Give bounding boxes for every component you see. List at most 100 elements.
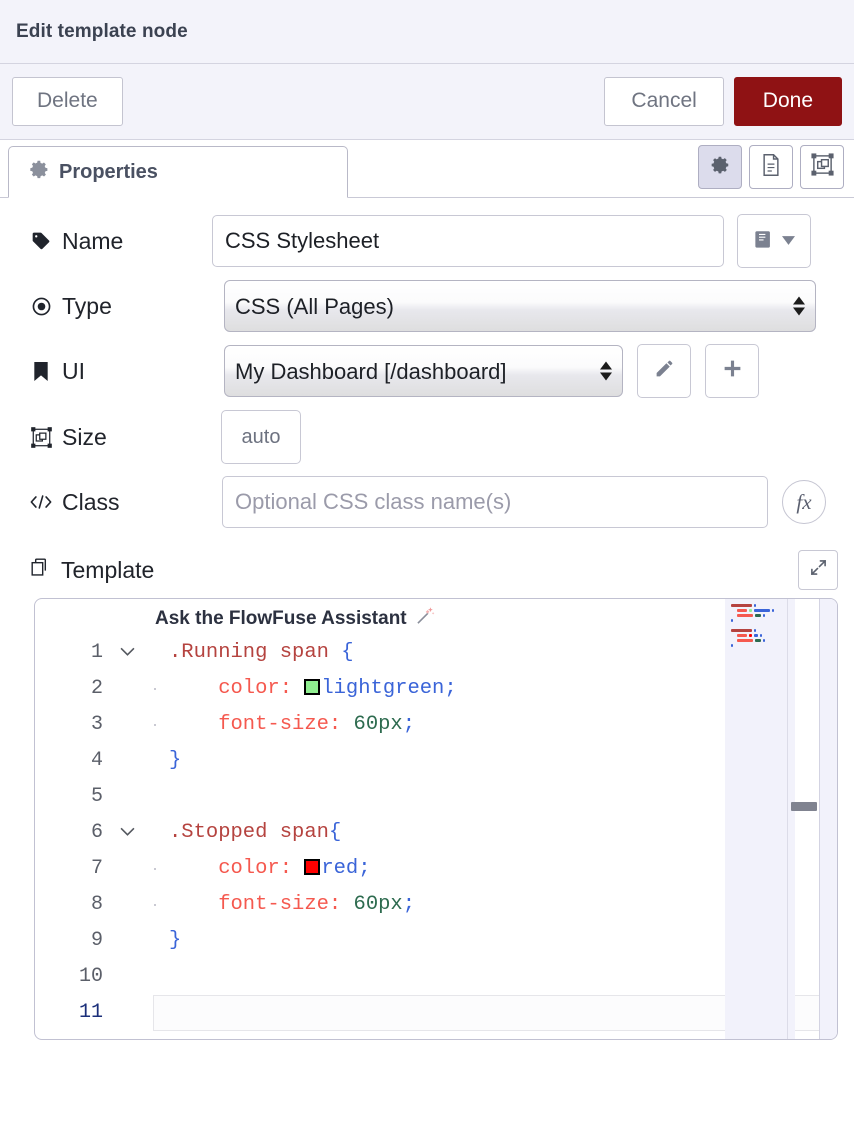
add-ui-button[interactable]	[705, 344, 759, 398]
code-line[interactable]: 1 .Running span {	[35, 635, 837, 671]
minimap-token	[753, 604, 756, 607]
form-row-class: Class fx	[16, 476, 838, 528]
expand-editor-button[interactable]	[798, 550, 838, 590]
minimap-token	[748, 609, 752, 612]
properties-form: Name Type CSS	[0, 198, 854, 528]
code-line[interactable]: 2 color: lightgreen;	[35, 671, 837, 707]
code-brackets-icon	[30, 491, 52, 513]
code-line[interactable]: 8 font-size: 60px;	[35, 887, 837, 923]
chevron-down-icon[interactable]	[113, 815, 141, 851]
code-line[interactable]: 7 color: red;	[35, 851, 837, 887]
chevron-down-icon[interactable]	[113, 635, 141, 671]
editor-minimap[interactable]	[725, 599, 795, 1039]
size-label: Size	[16, 424, 212, 451]
edit-ui-button[interactable]	[637, 344, 691, 398]
editor-scroll-thumb[interactable]	[791, 802, 817, 811]
code-lines[interactable]: 1 .Running span {2 color: lightgreen; 3 fo…	[35, 599, 837, 1039]
line-number: 8	[90, 893, 103, 916]
minimap-token	[771, 609, 774, 612]
flowfuse-assistant-prompt[interactable]: Ask the FlowFuse Assistant	[155, 605, 435, 632]
type-label-text: Type	[62, 292, 112, 319]
appearance-icon	[810, 153, 834, 181]
code-line[interactable]: 11	[35, 995, 837, 1031]
code-line[interactable]: 4}	[35, 743, 837, 779]
template-label: Template	[30, 557, 154, 584]
tag-icon	[30, 230, 52, 252]
cancel-button[interactable]: Cancel	[604, 77, 724, 126]
radio-dot-icon	[30, 295, 52, 317]
document-icon	[760, 153, 782, 182]
minimap-token	[753, 634, 759, 637]
tool-button-appearance[interactable]	[800, 145, 844, 189]
minimap-token	[737, 639, 753, 642]
page-title: Edit template node	[16, 20, 188, 42]
book-icon	[753, 229, 775, 254]
code-line[interactable]: 6 .Stopped span{	[35, 815, 837, 851]
minimap-token	[737, 614, 753, 617]
line-number: 11	[78, 1001, 103, 1024]
size-value-button[interactable]: auto	[221, 410, 301, 464]
class-label: Class	[16, 489, 212, 516]
code-line[interactable]: 9}	[35, 923, 837, 959]
ui-label: UI	[16, 358, 212, 385]
minimap-line	[725, 633, 795, 638]
code-line[interactable]: 5	[35, 779, 837, 815]
chevron-down-icon	[782, 232, 795, 250]
class-expression-button[interactable]: fx	[782, 480, 826, 524]
form-row-name: Name	[16, 214, 838, 268]
class-input[interactable]	[222, 476, 768, 528]
line-number: 7	[90, 857, 103, 880]
minimap-token	[731, 644, 733, 647]
minimap-line	[725, 628, 795, 633]
copy-icon	[30, 557, 51, 584]
dialog-button-bar: Delete Cancel Done	[0, 64, 854, 140]
minimap-slider[interactable]	[787, 599, 795, 1039]
magic-wand-icon	[414, 605, 435, 632]
line-number: 9	[90, 929, 103, 952]
minimap-token	[755, 639, 762, 642]
minimap-line	[725, 603, 795, 608]
color-swatch-icon[interactable]	[304, 859, 321, 875]
pencil-icon	[654, 358, 675, 384]
size-label-text: Size	[62, 423, 107, 450]
code-line[interactable]: 3 font-size: 60px;	[35, 707, 837, 743]
minimap-token	[731, 629, 752, 632]
bookmark-icon	[30, 360, 52, 382]
line-number: 6	[90, 821, 103, 844]
code-text: font-size: 60px;	[169, 893, 416, 916]
name-label: Name	[16, 228, 212, 255]
minimap-token	[748, 634, 752, 637]
code-text: color: red;	[169, 857, 371, 880]
editor-tool-buttons	[698, 145, 844, 189]
type-label: Type	[16, 293, 212, 320]
template-label-text: Template	[61, 556, 155, 583]
code-line[interactable]: 10	[35, 959, 837, 995]
done-button[interactable]: Done	[733, 77, 842, 126]
minimap-line	[725, 638, 795, 643]
editor-vertical-scrollbar[interactable]	[819, 599, 837, 1039]
tab-properties[interactable]: Properties	[8, 146, 348, 198]
name-input[interactable]	[212, 215, 724, 267]
type-select[interactable]: CSS (All Pages)	[224, 280, 816, 332]
minimap-line	[725, 618, 795, 623]
tab-properties-label: Properties	[59, 160, 158, 183]
form-row-type: Type CSS (All Pages)	[16, 280, 838, 332]
name-type-picker-button[interactable]	[737, 214, 811, 268]
minimap-token	[731, 604, 752, 607]
gear-icon	[29, 159, 50, 185]
form-row-size: Size auto	[16, 410, 838, 464]
delete-button[interactable]: Delete	[12, 77, 123, 126]
tool-button-properties[interactable]	[698, 145, 742, 189]
line-number: 2	[90, 677, 103, 700]
ui-select[interactable]: My Dashboard [/dashboard]	[224, 345, 623, 397]
gear-icon	[709, 154, 731, 181]
assistant-text: Ask the FlowFuse Assistant	[155, 607, 407, 629]
minimap-line	[725, 653, 795, 658]
minimap-token	[760, 634, 763, 637]
minimap-line	[725, 608, 795, 613]
color-swatch-icon[interactable]	[304, 679, 321, 695]
expand-diagonal-icon	[810, 559, 827, 581]
minimap-token	[763, 614, 766, 617]
template-code-editor[interactable]: Ask the FlowFuse Assistant 1 .Running spa…	[34, 598, 838, 1040]
tool-button-description[interactable]	[749, 145, 793, 189]
